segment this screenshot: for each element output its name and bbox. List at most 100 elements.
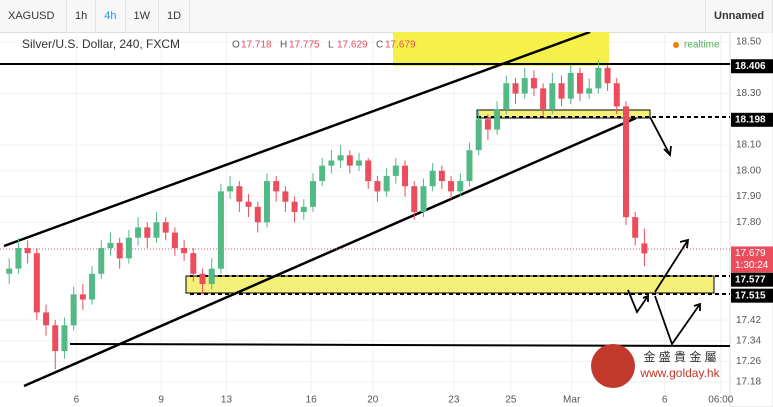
candle-body — [291, 201, 298, 212]
candle-body — [494, 108, 501, 130]
candle-body — [282, 191, 289, 202]
interval[interactable]: 1h — [67, 0, 97, 32]
y-tick-label: 17.42 — [736, 315, 761, 326]
chart-title: Silver/U.S. Dollar, 240, FXCM — [22, 37, 180, 51]
watermark-url: www.golday.hk — [639, 366, 720, 380]
interval[interactable]: 4h — [96, 0, 126, 32]
candle-body — [217, 191, 224, 269]
ohlc-value: 17.718 — [241, 40, 272, 51]
chart: 金 盛 貴 金 屬 www.golday.hk Silver/U.S. Doll… — [0, 32, 773, 407]
level-label-bg — [731, 288, 773, 303]
y-tick-label: 17.26 — [736, 356, 761, 367]
candle-body — [153, 222, 160, 238]
level-label: 17.515 — [735, 290, 766, 301]
logo — [591, 344, 635, 388]
x-tick-label: 16 — [306, 395, 318, 406]
candle-body — [466, 150, 473, 182]
candle-body — [309, 181, 316, 207]
candle-body — [263, 181, 270, 223]
candle-body — [107, 242, 114, 249]
candle-body — [15, 248, 22, 269]
candle-body — [162, 222, 169, 233]
x-tick-label: 6 — [74, 395, 80, 406]
candle-body — [236, 186, 243, 202]
candle-body — [125, 237, 132, 259]
candle-body — [622, 106, 629, 218]
candle-body — [273, 181, 280, 192]
y-tick-label: 18.30 — [736, 88, 761, 99]
candle-body — [641, 243, 648, 254]
candle-body — [328, 160, 335, 166]
candle-body — [227, 186, 234, 192]
candle-body — [595, 67, 602, 89]
candle-body — [346, 155, 353, 166]
candle-body — [586, 88, 593, 94]
candle-body — [540, 88, 547, 109]
y-tick-label: 17.18 — [736, 377, 761, 388]
candle-body — [337, 155, 344, 161]
candle-body — [79, 294, 86, 300]
candle-body — [365, 160, 372, 182]
ohlc-value: 17.775 — [289, 40, 320, 51]
countdown: 1:30:24 — [735, 260, 769, 271]
candle-body — [429, 170, 436, 187]
ohlc-value: 17.629 — [337, 40, 368, 51]
candle-body — [319, 165, 326, 182]
y-tick-label: 18.50 — [736, 37, 761, 48]
candle-body — [116, 242, 123, 259]
level-label: 18.198 — [735, 114, 766, 125]
candle-body — [420, 186, 427, 212]
x-tick-label: 23 — [448, 395, 460, 406]
candle-body — [24, 248, 31, 254]
candle-body — [190, 253, 197, 274]
candle-body — [383, 175, 390, 192]
layout-name[interactable]: Unnamed — [705, 0, 773, 32]
ohlc-key: C — [376, 40, 383, 51]
x-tick-label: 13 — [221, 395, 233, 406]
candle-body — [632, 217, 639, 238]
candle-body — [33, 253, 40, 313]
x-tick-label: 9 — [158, 395, 164, 406]
x-tick-label: 06:00 — [708, 395, 733, 406]
candle-body — [475, 119, 482, 151]
candle-body — [457, 181, 464, 192]
candle-body — [70, 294, 77, 326]
y-tick-label: 18.10 — [736, 140, 761, 151]
candle-body — [52, 325, 59, 352]
candle-body — [558, 83, 565, 99]
level-label-bg — [731, 59, 773, 74]
candle-body — [503, 83, 510, 109]
candle-body — [392, 165, 399, 176]
interval[interactable]: 1D — [159, 0, 191, 32]
toolbar: XAGUSD 1h 4h 1W 1D Unnamed — [0, 0, 773, 33]
candle-body — [512, 83, 519, 94]
candle-body — [245, 201, 252, 207]
candle-body — [521, 78, 528, 94]
candle-body — [549, 83, 556, 109]
level-label-bg — [731, 112, 773, 127]
ohlc-key: O — [232, 40, 240, 51]
x-tick-label: 6 — [662, 395, 668, 406]
status: realtime — [684, 40, 720, 51]
interval[interactable]: 1W — [126, 0, 159, 32]
candle-body — [576, 72, 583, 94]
symbol[interactable]: XAGUSD — [0, 0, 67, 32]
x-tick-label: 20 — [367, 395, 379, 406]
candle-body — [89, 273, 96, 300]
watermark-name: 金 盛 貴 金 屬 — [643, 349, 716, 364]
level-label: 18.406 — [735, 61, 766, 72]
ohlc-value: 17.679 — [385, 40, 416, 51]
candle-body — [208, 268, 215, 285]
drawings — [0, 32, 731, 388]
candle-body — [484, 119, 491, 130]
candle-body — [199, 273, 206, 285]
candle-body — [61, 325, 68, 352]
x-tick-label: Mar — [563, 395, 581, 406]
candle-body — [43, 312, 50, 326]
candle-body — [530, 78, 537, 89]
candle-body — [402, 165, 409, 187]
candle-body — [300, 206, 307, 212]
last-price-label: 17.679 — [735, 248, 766, 259]
level-label-bg — [731, 272, 773, 287]
